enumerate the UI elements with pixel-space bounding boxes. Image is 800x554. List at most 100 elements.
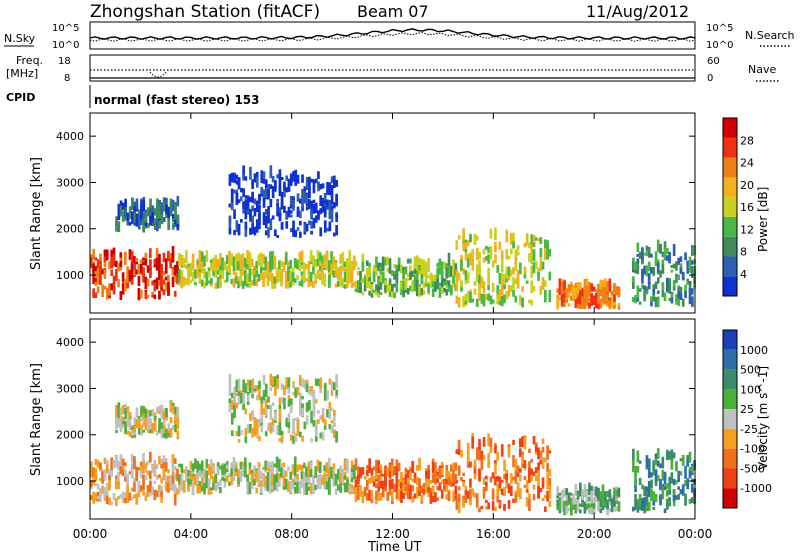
heatmap-cell <box>516 251 520 256</box>
heatmap-cell <box>675 461 678 472</box>
heatmap-cell <box>310 208 313 220</box>
heatmap-cell <box>610 502 614 513</box>
heatmap-cell <box>328 424 332 428</box>
heatmap-cell <box>230 253 234 264</box>
heatmap-cell <box>264 270 268 279</box>
heatmap-cell <box>478 292 481 301</box>
heatmap-cell <box>606 499 609 507</box>
heatmap-cell <box>334 488 338 495</box>
heatmap-cell <box>316 475 320 486</box>
heatmap-cell <box>643 265 646 275</box>
heatmap-cell <box>233 405 236 419</box>
heatmap-cell <box>406 258 410 264</box>
heatmap-cell <box>570 492 573 496</box>
heatmap-cell <box>319 432 323 439</box>
heatmap-cell <box>498 501 502 507</box>
heatmap-cell <box>634 294 637 304</box>
heatmap-cell <box>647 247 651 258</box>
heatmap-cell <box>372 466 376 471</box>
heatmap-cell <box>409 285 412 291</box>
heatmap-cell <box>323 193 327 207</box>
heatmap-cell <box>487 254 490 264</box>
heatmap-cell <box>597 283 600 297</box>
heatmap-cell <box>126 406 130 413</box>
heatmap-cell <box>278 419 282 433</box>
nsky-label: N.Sky <box>4 32 36 45</box>
heatmap-cell <box>244 257 247 270</box>
heatmap-cell <box>672 491 676 496</box>
heatmap-cell <box>269 386 273 392</box>
heatmap-cell <box>230 198 234 203</box>
heatmap-cell <box>251 428 254 438</box>
heatmap-cell <box>289 214 293 218</box>
heatmap-cell <box>438 287 442 296</box>
heatmap-cell <box>149 410 152 417</box>
heatmap-cell <box>257 254 261 266</box>
heatmap-cell <box>391 271 394 276</box>
heatmap-cell <box>466 240 470 246</box>
heatmap-cell <box>663 485 667 491</box>
heatmap-cell <box>235 220 239 232</box>
heatmap-cell <box>274 229 277 237</box>
heatmap-cell <box>158 261 161 273</box>
heatmap-cell <box>144 276 148 289</box>
heatmap-cell <box>240 219 243 223</box>
heatmap-cell <box>346 468 349 474</box>
heatmap-cell <box>255 270 259 277</box>
heatmap-cell <box>512 289 515 297</box>
heatmap-cell <box>431 274 435 285</box>
heatmap-cell <box>418 264 421 273</box>
heatmap-cell <box>198 463 202 477</box>
heatmap-cell <box>103 269 107 279</box>
heatmap-cell <box>162 271 166 276</box>
heatmap-cell <box>636 501 640 513</box>
heatmap-cell <box>464 252 468 261</box>
heatmap-cell <box>292 228 295 235</box>
heatmap-cell <box>420 485 424 494</box>
heatmap-cell <box>601 484 605 496</box>
heatmap-cell <box>352 485 356 494</box>
heatmap-cell <box>652 288 656 295</box>
heatmap-cell <box>200 279 204 287</box>
heatmap-cell <box>130 487 134 492</box>
heatmap-cell <box>491 299 495 304</box>
heatmap-cell <box>452 473 455 487</box>
heatmap-cell <box>654 469 658 476</box>
heatmap-cell <box>112 247 116 257</box>
heatmap-cell <box>144 422 148 431</box>
heatmap-cell <box>287 386 291 394</box>
heatmap-cell <box>402 280 405 291</box>
heatmap-cell <box>274 386 277 396</box>
heatmap-cell <box>316 259 320 266</box>
heatmap-cell <box>140 426 143 435</box>
heatmap-cell <box>375 267 378 276</box>
heatmap-cell <box>388 470 392 482</box>
colorbar-tick-label: -100 <box>740 443 765 456</box>
colorbar-tick-label: 24 <box>740 157 754 170</box>
heatmap-cell <box>292 418 295 425</box>
heatmap-cell <box>457 486 461 491</box>
heatmap-cell <box>512 232 515 245</box>
heatmap-cell <box>264 190 268 199</box>
heatmap-cell <box>280 197 284 210</box>
heatmap-cell <box>303 421 307 430</box>
velocity-ylabel: Slant Range [km] <box>29 363 44 476</box>
heatmap-cell <box>431 495 435 503</box>
heatmap-cell <box>142 212 146 219</box>
heatmap-cell <box>418 463 421 471</box>
heatmap-cell <box>333 429 336 439</box>
heatmap-cell <box>677 470 681 482</box>
heatmap-cell <box>323 465 327 472</box>
heatmap-cell <box>328 408 332 420</box>
heatmap-cell <box>285 381 289 386</box>
heatmap-cell <box>158 290 161 300</box>
heatmap-cell <box>303 272 306 282</box>
y-tick-label: 3000 <box>56 176 84 189</box>
heatmap-cell <box>189 471 193 482</box>
heatmap-cell <box>592 486 596 496</box>
heatmap-cell <box>144 258 148 263</box>
colorbar-tick-label: -25 <box>740 423 758 436</box>
heatmap-cell <box>534 467 538 474</box>
heatmap-cell <box>319 377 323 390</box>
heatmap-cell <box>610 498 614 503</box>
